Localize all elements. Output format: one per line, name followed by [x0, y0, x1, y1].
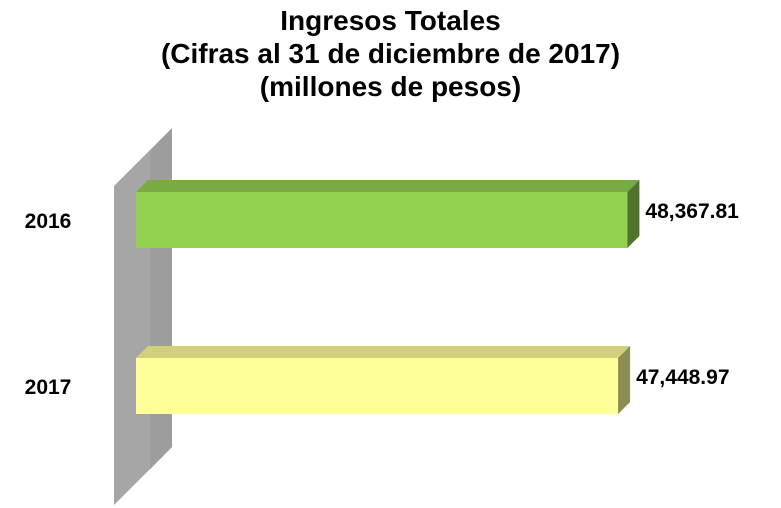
category-label: 2017 — [25, 376, 72, 399]
category-label: 2016 — [25, 210, 72, 233]
axis-wall-inner-shadow — [150, 128, 172, 470]
value-label: 48,367.81 — [645, 200, 739, 223]
chart-title-line-1: Ingresos Totales — [280, 5, 501, 36]
bar-end-face — [627, 180, 640, 248]
value-label: 47,448.97 — [636, 366, 729, 389]
bar-top-face — [136, 346, 631, 358]
bar-2016 — [136, 180, 640, 248]
bar-end-face — [618, 346, 631, 414]
bar-2017 — [136, 346, 631, 414]
chart-title-line-3: (millones de pesos) — [259, 71, 522, 102]
bar-top-face — [136, 180, 640, 192]
chart-title: Ingresos Totales (Cifras al 31 de diciem… — [0, 4, 781, 103]
labels: 2016 48,367.81 2017 47,448.97 — [25, 200, 740, 399]
chart-title-line-2: (Cifras al 31 de diciembre de 2017) — [160, 38, 621, 69]
bars — [136, 180, 640, 414]
bar-front-face — [136, 358, 619, 414]
bar-front-face — [136, 192, 628, 248]
